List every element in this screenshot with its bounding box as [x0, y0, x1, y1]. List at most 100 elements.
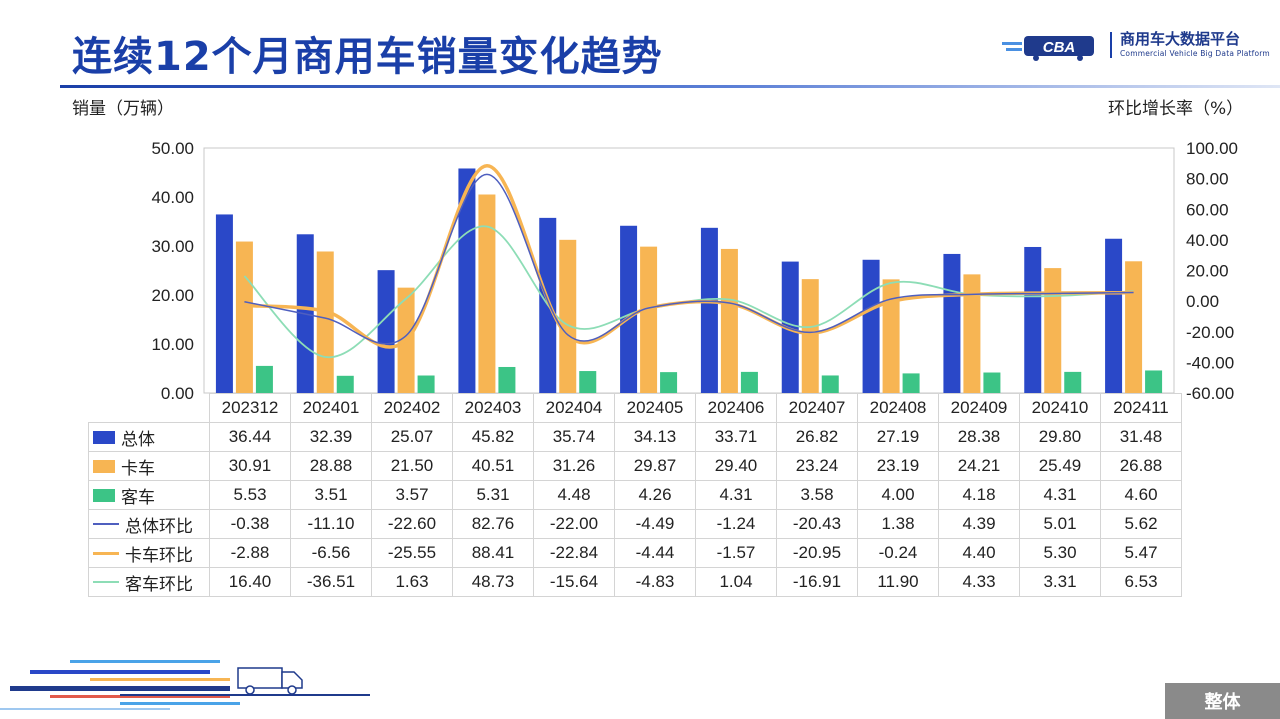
legend-entry: 总体 — [88, 422, 210, 452]
data-cell: 16.40 — [209, 567, 291, 597]
category-label: 202406 — [695, 393, 777, 423]
data-cell: -4.49 — [614, 509, 696, 539]
category-label: 202403 — [452, 393, 534, 423]
data-cell: 30.91 — [209, 451, 291, 481]
data-cell: 3.51 — [290, 480, 372, 510]
data-cell: -1.57 — [695, 538, 777, 568]
data-cell: 28.88 — [290, 451, 372, 481]
data-cell: -20.43 — [776, 509, 858, 539]
right-axis-tick-label: 20.00 — [1186, 262, 1229, 281]
category-label: 202401 — [290, 393, 372, 423]
bar-0-202411 — [1105, 238, 1123, 393]
data-cell: 4.60 — [1100, 480, 1182, 510]
legend-entry: 卡车环比 — [88, 538, 210, 568]
legend-entry: 客车环比 — [88, 567, 210, 597]
bar-2-202409 — [983, 372, 1001, 393]
data-cell: 21.50 — [371, 451, 453, 481]
data-cell: 5.53 — [209, 480, 291, 510]
logo-mark-text: CBA — [1043, 39, 1076, 56]
data-cell: 4.39 — [938, 509, 1020, 539]
data-cell: 3.58 — [776, 480, 858, 510]
right-axis-tick-label: -60.00 — [1186, 384, 1234, 403]
right-axis-tick-label: -40.00 — [1186, 353, 1234, 372]
bar-2-202401 — [336, 375, 354, 393]
data-cell: 4.26 — [614, 480, 696, 510]
bar-1-202404 — [559, 239, 577, 393]
data-cell: -1.24 — [695, 509, 777, 539]
table-row: 卡车 30.91 28.88 21.50 40.51 31.26 29.87 29.40 23.… — [88, 451, 1182, 481]
title-divider — [60, 85, 1280, 88]
bar-1-202407 — [801, 279, 819, 393]
data-cell: 4.18 — [938, 480, 1020, 510]
data-cell: 5.62 — [1100, 509, 1182, 539]
legend-label: 总体 — [121, 429, 155, 449]
legend-swatch — [93, 551, 119, 555]
overall-tab-button[interactable]: 整体 — [1165, 683, 1280, 719]
data-cell: 5.30 — [1019, 538, 1101, 568]
data-cell: 5.47 — [1100, 538, 1182, 568]
truck-icon — [237, 667, 303, 695]
category-label: 202405 — [614, 393, 696, 423]
legend-label: 客车 — [121, 487, 155, 507]
bar-2-202404 — [579, 371, 597, 393]
bar-1-202410 — [1044, 268, 1062, 393]
bar-0-202410 — [1024, 246, 1042, 393]
bar-1-202405 — [640, 246, 658, 393]
data-cell: 4.33 — [938, 567, 1020, 597]
data-cell: 5.31 — [452, 480, 534, 510]
data-cell: -4.83 — [614, 567, 696, 597]
data-cell: 1.63 — [371, 567, 453, 597]
right-axis-tick-label: 40.00 — [1186, 231, 1229, 250]
bar-1-202401 — [316, 251, 334, 393]
table-row: 客车环比 16.40 -36.51 1.63 48.73 -15.64 -4.83 1.04-… — [88, 567, 1182, 597]
data-cell: 24.21 — [938, 451, 1020, 481]
data-cell: 29.80 — [1019, 422, 1101, 452]
data-cell: 4.40 — [938, 538, 1020, 568]
bar-2-202411 — [1145, 370, 1163, 393]
data-cell: 29.87 — [614, 451, 696, 481]
data-cell: 34.13 — [614, 422, 696, 452]
page-title: 连续12个月商用车销量变化趋势 — [72, 34, 663, 80]
legend-swatch — [93, 488, 115, 502]
data-cell: 1.04 — [695, 567, 777, 597]
data-cell: -4.44 — [614, 538, 696, 568]
data-cell: 11.90 — [857, 567, 939, 597]
data-cell: 4.31 — [1019, 480, 1101, 510]
bar-1-202408 — [882, 279, 900, 393]
category-label: 202404 — [533, 393, 615, 423]
chart-data-table: 202312 202401 202402 202403 202404 202405 2024… — [88, 393, 1182, 597]
bar-1-202403 — [478, 194, 496, 393]
data-cell: 25.49 — [1019, 451, 1101, 481]
left-axis-tick-label: 50.00 — [151, 139, 194, 158]
table-corner — [88, 393, 210, 423]
data-cell: -15.64 — [533, 567, 615, 597]
logo-name-en: Commercial Vehicle Big Data Platform — [1120, 49, 1270, 58]
bar-2-202407 — [821, 375, 839, 393]
bar-0-202403 — [458, 168, 476, 393]
legend-swatch — [93, 581, 119, 583]
category-label: 202408 — [857, 393, 939, 423]
bar-2-202405 — [660, 372, 678, 393]
bar-2-202410 — [1064, 371, 1082, 393]
data-cell: -11.10 — [290, 509, 372, 539]
truck-motion-decoration — [0, 660, 370, 710]
right-axis-tick-label: 100.00 — [1186, 139, 1238, 158]
data-cell: 6.53 — [1100, 567, 1182, 597]
line-series-0 — [244, 173, 1134, 345]
legend-entry: 总体环比 — [88, 509, 210, 539]
data-cell: 4.31 — [695, 480, 777, 510]
bar-0-202406 — [700, 227, 718, 393]
data-cell: 4.00 — [857, 480, 939, 510]
data-cell: 32.39 — [290, 422, 372, 452]
data-cell: 28.38 — [938, 422, 1020, 452]
data-cell: 25.07 — [371, 422, 453, 452]
data-cell: 33.71 — [695, 422, 777, 452]
category-label: 202410 — [1019, 393, 1101, 423]
data-cell: 40.51 — [452, 451, 534, 481]
data-cell: -2.88 — [209, 538, 291, 568]
category-label: 202407 — [776, 393, 858, 423]
data-cell: -0.38 — [209, 509, 291, 539]
table-row: 总体环比 -0.38 -11.10 -22.60 82.76 -22.00 -4.49 -1.… — [88, 509, 1182, 539]
data-cell: 27.19 — [857, 422, 939, 452]
left-axis-tick-label: 40.00 — [151, 188, 194, 207]
